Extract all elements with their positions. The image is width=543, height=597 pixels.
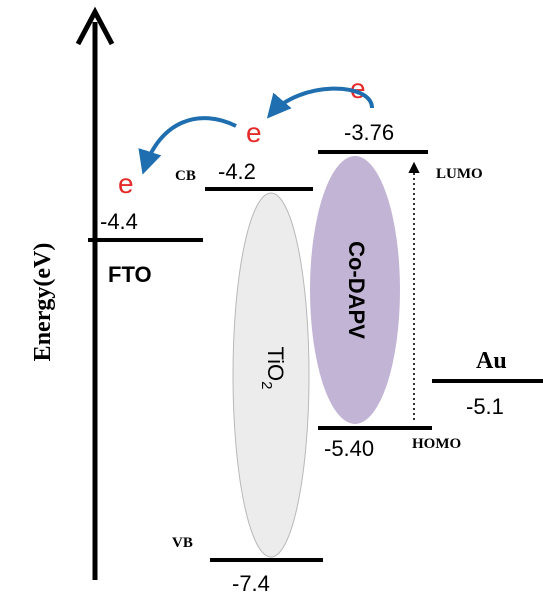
homo-label: HOMO <box>412 436 461 452</box>
electron-cb: e <box>246 117 262 148</box>
electron-lumo: e <box>350 73 366 104</box>
electron-fto: e <box>118 168 134 199</box>
fto-value: -4.4 <box>100 209 138 234</box>
tio2-vb-value: -7.4 <box>232 571 270 596</box>
axis-arrowhead <box>75 6 115 46</box>
au-value: -5.1 <box>466 394 504 419</box>
lumo-value: -3.76 <box>344 120 394 145</box>
dye-label: Co-DAPV <box>344 241 369 339</box>
au-label: Au <box>476 348 507 374</box>
transfer-arrow-cb-to-fto <box>138 116 237 175</box>
fto-label: FTO <box>108 262 152 287</box>
dye-ellipse <box>310 156 400 424</box>
homo-value: -5.40 <box>324 436 374 461</box>
tio2-label: TiO2 <box>258 347 288 390</box>
tio2-cb-label: CB <box>175 168 196 184</box>
tio2-ellipse <box>232 192 310 558</box>
lumo-label: LUMO <box>436 166 483 182</box>
tio2-vb-label: VB <box>172 535 193 551</box>
tio2-cb-value: -4.2 <box>218 159 256 184</box>
axis-label: Energy(eV) <box>30 243 56 362</box>
transfer-arrow-lumo-to-cb <box>266 86 374 119</box>
